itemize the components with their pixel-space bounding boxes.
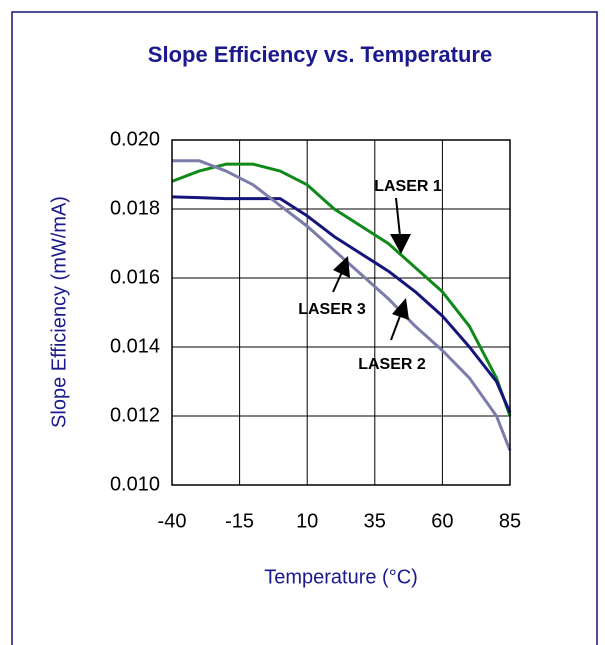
x-tick-label: 10 (296, 510, 318, 532)
legend-label: LASER 1 (374, 178, 442, 195)
y-tick-label: 0.020 (110, 128, 160, 150)
x-tick-label: 85 (499, 510, 521, 532)
x-tick-label: -15 (225, 510, 254, 532)
series-line (171, 162, 512, 417)
chart-title: Slope Efficiency vs. Temperature (148, 42, 492, 67)
legend-label: LASER 2 (358, 356, 426, 373)
y-tick-label: 0.016 (110, 266, 160, 288)
y-axis-label: Slope Efficiency (mW/mA) (48, 196, 70, 428)
arrows (332, 197, 411, 341)
frame (11, 11, 598, 645)
y-tick-label: 0.014 (110, 335, 160, 357)
x-tick-label: -40 (158, 510, 187, 532)
arrow-head (333, 256, 350, 278)
arrow-head (390, 234, 411, 254)
arrow (332, 271, 343, 293)
y-tick-label: 0.018 (110, 197, 160, 219)
arrow (390, 315, 401, 341)
legend-label: LASER 3 (298, 301, 366, 318)
arrow-head (392, 298, 409, 320)
x-axis-label: Temperature (°C) (264, 566, 418, 588)
x-tick-label: 60 (431, 510, 453, 532)
arrow (395, 197, 401, 237)
y-tick-label: 0.012 (110, 404, 160, 426)
series-line (171, 195, 512, 414)
x-tick-label: 35 (364, 510, 386, 532)
y-tick-label: 0.010 (110, 473, 160, 495)
plot-frame (171, 139, 511, 486)
